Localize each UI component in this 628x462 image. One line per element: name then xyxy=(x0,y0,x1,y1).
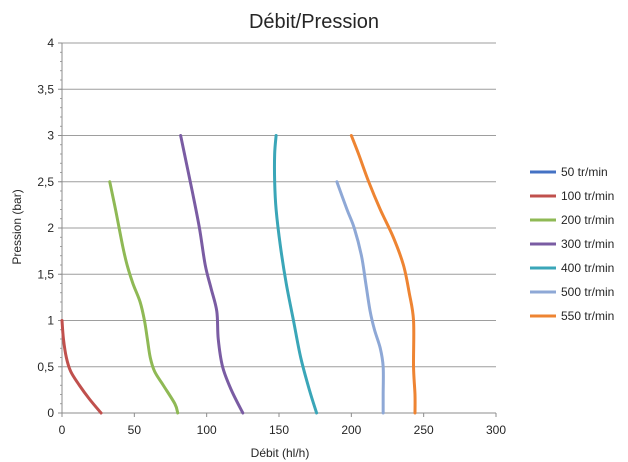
legend-label-1: 100 tr/min xyxy=(561,189,614,203)
legend-label-2: 200 tr/min xyxy=(561,213,614,227)
legend-label-4: 400 tr/min xyxy=(561,261,614,275)
y-tick-label: 2 xyxy=(47,221,54,235)
chart-title: Débit/Pression xyxy=(249,11,379,33)
legend-label-3: 300 tr/min xyxy=(561,237,614,251)
series-lines xyxy=(60,134,417,415)
series-line-3 xyxy=(179,134,245,415)
x-tick-label: 250 xyxy=(414,423,434,437)
y-tick-label: 1 xyxy=(47,314,54,328)
legend-label-0: 50 tr/min xyxy=(561,165,608,179)
y-tick-label: 2,5 xyxy=(37,175,54,189)
legend-label-5: 500 tr/min xyxy=(561,285,614,299)
series-line-5 xyxy=(335,180,385,415)
series-line-4 xyxy=(272,134,319,415)
y-tick-label: 3,5 xyxy=(37,82,54,96)
y-tick-label: 3 xyxy=(47,129,54,143)
x-tick-label: 200 xyxy=(341,423,361,437)
x-axis-label: Débit (hl/h) xyxy=(251,446,310,460)
y-axis-label: Pression (bar) xyxy=(10,189,24,264)
y-tick-label: 0,5 xyxy=(37,360,54,374)
axes xyxy=(58,42,497,417)
series-line-2 xyxy=(108,180,180,415)
legend: 50 tr/min 100 tr/min 200 tr/min 300 tr/min 4… xyxy=(530,165,614,323)
series-line-6 xyxy=(349,134,417,415)
y-tick-label: 0 xyxy=(47,406,54,420)
legend-label-6: 550 tr/min xyxy=(561,309,614,323)
gridlines xyxy=(62,42,496,368)
x-tick-label: 0 xyxy=(59,423,66,437)
x-tick-label: 150 xyxy=(269,423,289,437)
y-tick-label: 1,5 xyxy=(37,267,54,281)
x-tick-label: 100 xyxy=(197,423,217,437)
x-tick-label: 300 xyxy=(486,423,506,437)
x-tick-label: 50 xyxy=(128,423,142,437)
series-line-1 xyxy=(60,319,103,415)
tick-labels: 0 0,5 1 1,5 2 2,5 3 3,5 4 0 50 100 150 200 250 300 xyxy=(37,36,506,437)
y-tick-label: 4 xyxy=(47,36,54,50)
